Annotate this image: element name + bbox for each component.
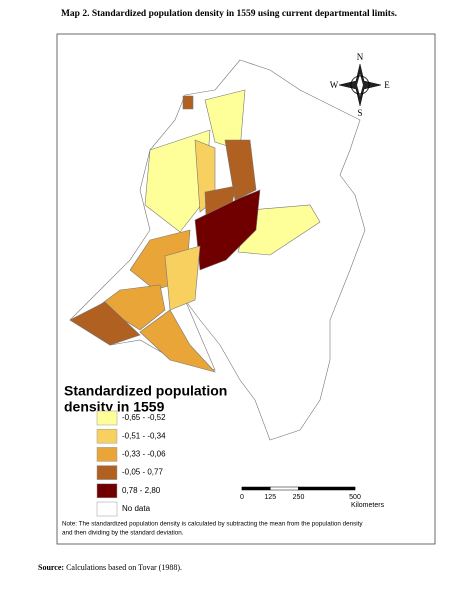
legend-swatch bbox=[96, 428, 118, 444]
compass-e: E bbox=[384, 80, 390, 90]
legend-label: -0,33 - -0,06 bbox=[122, 450, 166, 459]
legend-swatch bbox=[96, 483, 118, 499]
department bbox=[139, 309, 216, 373]
source-text: Calculations based on Tovar (1988). bbox=[66, 563, 182, 572]
scale-segment bbox=[241, 486, 271, 491]
scale-segment bbox=[270, 486, 299, 491]
legend-label: -0,65 - -0,52 bbox=[122, 413, 166, 422]
department bbox=[99, 284, 166, 331]
scale-label: 250 bbox=[293, 494, 305, 501]
legend-swatch bbox=[96, 501, 118, 517]
legend-swatch bbox=[96, 410, 118, 426]
department bbox=[182, 95, 194, 110]
legend-title: Standardized population bbox=[64, 383, 227, 399]
legend-label: -0,05 - 0,77 bbox=[122, 468, 163, 477]
map bbox=[69, 59, 366, 441]
scale-label: 500 bbox=[349, 494, 361, 501]
compass-w: W bbox=[330, 80, 339, 90]
scale-label: 0 bbox=[240, 494, 244, 501]
legend-label: 0,78 - 2,80 bbox=[122, 486, 161, 495]
note: and then dividing by the standard deviat… bbox=[62, 530, 184, 537]
department bbox=[144, 129, 211, 233]
legend-label: -0,51 - -0,34 bbox=[122, 431, 166, 440]
compass-s: S bbox=[357, 108, 362, 118]
legend-swatch bbox=[96, 465, 118, 480]
legend-title: density in 1559 bbox=[64, 399, 165, 415]
map-frame bbox=[56, 33, 436, 545]
compass-n: N bbox=[357, 52, 364, 62]
scale-unit: Kilometers bbox=[351, 502, 385, 509]
legend-label: No data bbox=[122, 504, 151, 513]
note: Note: The standardized population densit… bbox=[62, 521, 363, 528]
legend-swatch bbox=[96, 447, 118, 462]
department bbox=[164, 245, 201, 311]
source: Source: Calculations based on Tovar (198… bbox=[38, 563, 182, 572]
department bbox=[224, 139, 257, 201]
compass: N S W E bbox=[330, 52, 391, 118]
department bbox=[194, 189, 261, 271]
scale-segment bbox=[298, 486, 356, 491]
scale-label: 125 bbox=[264, 494, 276, 501]
source-label: Source: bbox=[38, 563, 64, 572]
map-title: Map 2. Standardized population density i… bbox=[61, 9, 397, 19]
department bbox=[69, 301, 141, 346]
